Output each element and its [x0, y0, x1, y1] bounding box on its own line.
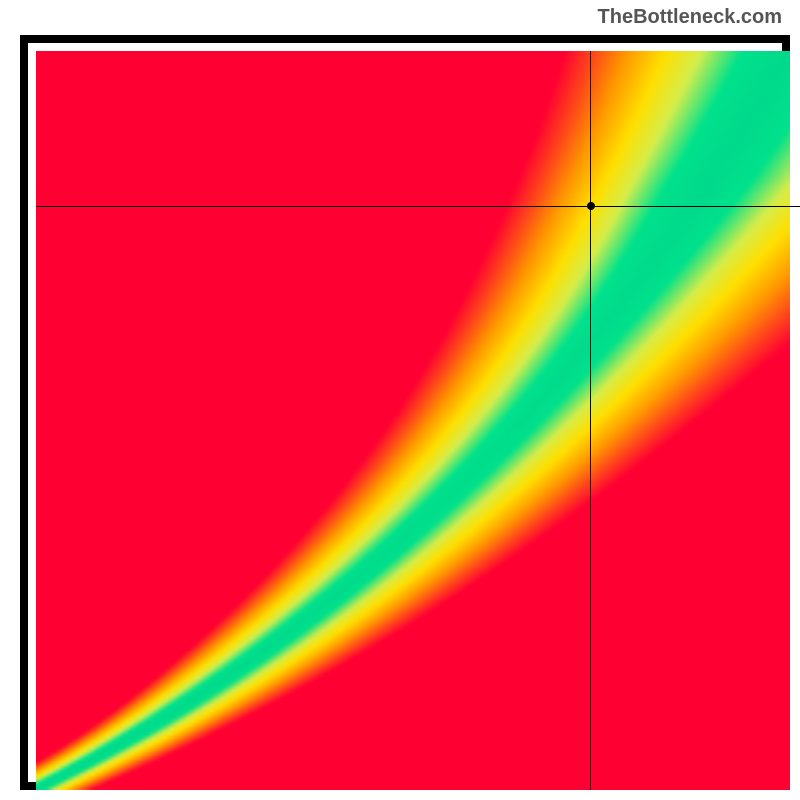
crosshair-vertical: [590, 51, 591, 790]
chart-container: TheBottleneck.com: [0, 0, 800, 800]
heatmap-canvas: [36, 51, 790, 790]
plot-area: [20, 35, 790, 790]
crosshair-horizontal: [36, 206, 800, 207]
watermark-text: TheBottleneck.com: [598, 6, 782, 29]
